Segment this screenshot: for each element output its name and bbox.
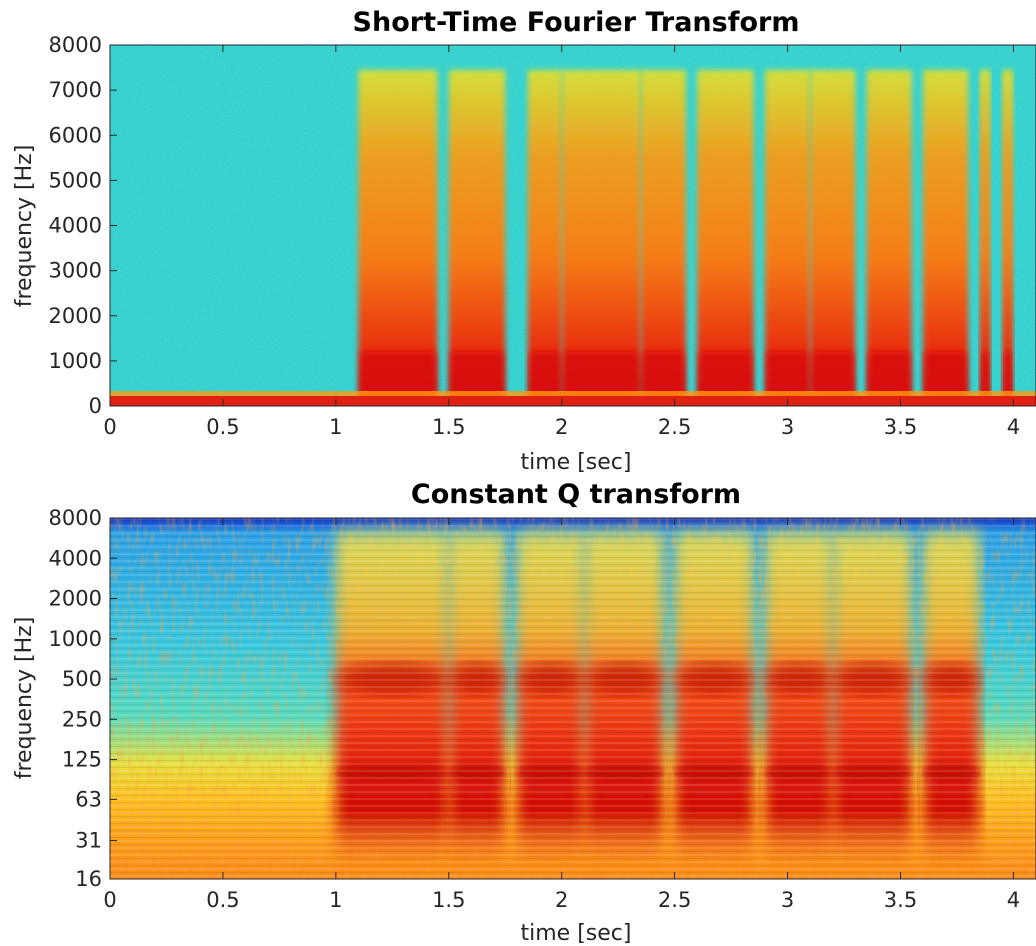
x-tick-label: 2.5 [658,888,691,912]
cqt-xlabel: time [sec] [521,921,632,946]
stft-x-ticks: 0 0.5 1 1.5 2 2.5 3 3.5 4 [103,45,1020,439]
y-tick-label: 2000 [49,304,102,328]
y-tick-label: 125 [62,748,102,772]
x-tick-label: 1 [329,415,342,439]
x-tick-label: 3.5 [884,888,917,912]
speech-segment [448,70,506,406]
cqt-y-ticks: 16 31 63 125 250 500 1000 2000 4000 8000 [49,506,117,891]
speech-segment [810,70,856,406]
x-tick-label: 2 [555,415,568,439]
speech-segment [640,70,686,406]
cqt-title: Constant Q transform [411,479,741,510]
speech-segment [527,70,562,406]
y-tick-label: 6000 [49,123,102,147]
stft-low-band [110,396,1036,406]
speech-segment [923,70,969,406]
y-tick-label: 1000 [49,349,102,373]
y-tick-label: 1000 [49,627,102,651]
x-tick-label: 0.5 [206,415,239,439]
speech-segment [697,70,754,406]
y-tick-label: 2000 [49,587,102,611]
stft-panel: Short-Time Fourier Transform 0 0.5 1 1.5 2 2.… [12,7,1036,475]
y-tick-label: 8000 [49,506,102,530]
cqt-panel: Constant Q transform 0 0.5 1 1.5 2 2.5 3 3.5 4 1… [12,479,1036,946]
y-tick-label: 4000 [49,214,102,238]
y-tick-label: 31 [75,829,102,853]
x-tick-label: 2 [555,888,568,912]
y-tick-label: 250 [62,707,102,731]
speech-segment [764,70,811,406]
x-tick-label: 4 [1007,888,1020,912]
y-tick-label: 63 [75,787,102,811]
x-tick-label: 0 [103,415,116,439]
stft-title: Short-Time Fourier Transform [353,7,800,38]
cqt-axes-box [109,517,1036,880]
speech-segment [979,70,991,406]
y-tick-label: 0 [89,394,102,418]
speech-segment [866,70,912,406]
speech-low-energy [981,351,989,406]
stft-xlabel: time [sec] [521,450,632,475]
x-tick-label: 3.5 [884,415,917,439]
x-tick-label: 4 [1007,415,1020,439]
y-tick-label: 4000 [49,546,102,570]
y-tick-label: 7000 [49,78,102,102]
x-tick-label: 2.5 [658,415,691,439]
cqt-harmonic-stripes [110,518,1036,879]
speech-segment [358,70,438,406]
x-tick-label: 1 [329,888,342,912]
x-tick-label: 1.5 [432,888,465,912]
x-tick-label: 3 [781,415,794,439]
stft-y-ticks: 0 1000 2000 3000 4000 5000 6000 7000 8000 [49,33,117,418]
speech-segment [1002,70,1014,406]
y-tick-label: 16 [75,867,102,891]
x-tick-label: 0.5 [206,888,239,912]
y-tick-label: 500 [62,667,102,691]
x-tick-label: 1.5 [432,415,465,439]
x-tick-label: 3 [781,888,794,912]
stft-ylabel: frequency [Hz] [12,145,37,308]
cqt-x-ticks: 0 0.5 1 1.5 2 2.5 3 3.5 4 [103,518,1020,912]
cqt-ylabel: frequency [Hz] [12,617,37,780]
speech-low-energy [1004,351,1012,406]
stft-low-band-edge [110,391,1036,396]
y-tick-label: 8000 [49,33,102,57]
x-tick-label: 0 [103,888,116,912]
speech-segment [561,70,641,406]
stft-spectrogram [110,45,1036,406]
y-tick-label: 5000 [49,168,102,192]
cqt-spectrogram [110,518,1036,879]
y-tick-label: 3000 [49,259,102,283]
